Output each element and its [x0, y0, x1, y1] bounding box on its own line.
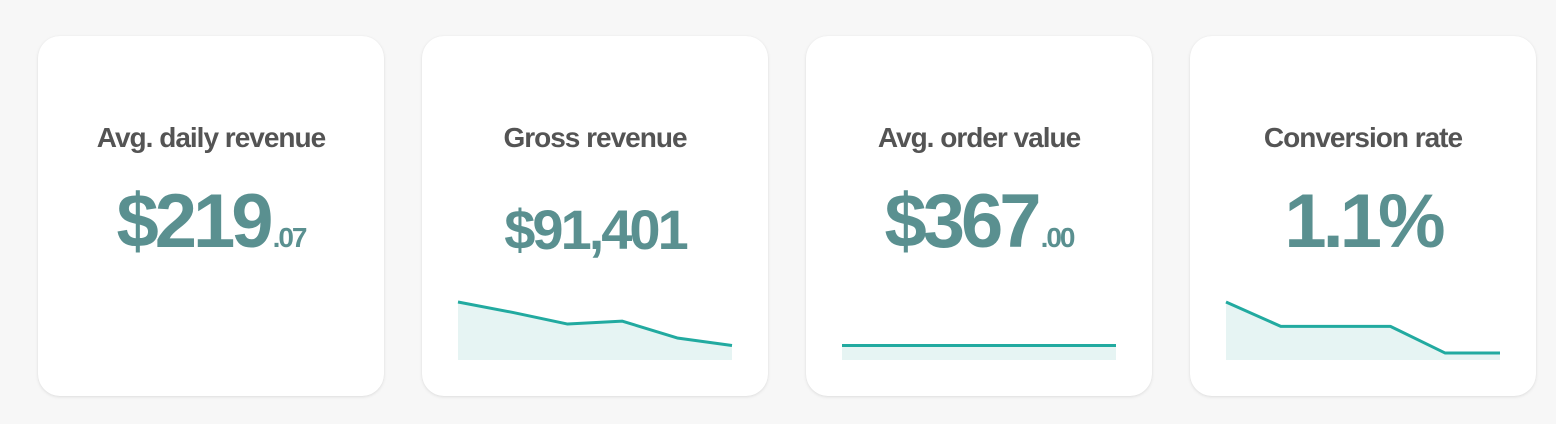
kpi-card-avg-order-value: Avg. order value $367.00 [806, 36, 1152, 396]
sparkline-chart [842, 344, 1116, 360]
sparkline-chart [457, 300, 733, 360]
kpi-value-cents: .07 [272, 222, 308, 253]
kpi-card-title: Avg. order value [877, 122, 1081, 153]
kpi-card-avg-daily-revenue: Avg. daily revenue $219.07 [38, 36, 384, 396]
kpi-card-conversion-rate: Conversion rate 1.1% [1190, 36, 1536, 396]
kpi-value-main: $91,401 [504, 198, 688, 261]
kpi-card-value: $91,401 [422, 202, 768, 258]
kpi-value-main: $219 [116, 179, 273, 264]
kpi-card-gross-revenue: Gross revenue $91,401 [422, 36, 768, 396]
kpi-value-cents: .00 [1040, 222, 1076, 253]
kpi-card-title: Gross revenue [503, 122, 687, 153]
kpi-card-title: Avg. daily revenue [96, 122, 326, 153]
kpi-card-value: 1.1% [1190, 184, 1536, 260]
sparkline-line [1225, 300, 1500, 355]
sparkline-line [457, 300, 733, 347]
sparkline-area [1226, 302, 1500, 360]
kpi-value-main: $367 [884, 179, 1041, 264]
sparkline-chart [1225, 300, 1500, 360]
kpi-card-title: Conversion rate [1263, 122, 1463, 153]
kpi-card-value: $219.07 [38, 184, 384, 260]
sparkline-area [842, 345, 1116, 360]
kpi-card-value: $367.00 [806, 184, 1152, 260]
kpi-value-main: 1.1% [1284, 179, 1445, 264]
